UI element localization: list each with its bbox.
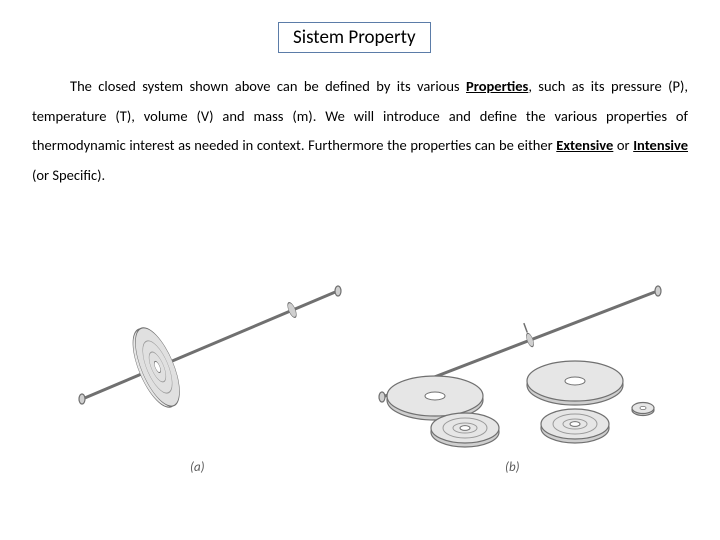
figure-b (360, 260, 680, 470)
figure-label-a: (a) (190, 460, 205, 475)
p-seg1: The closed system shown above can be def… (70, 77, 466, 95)
title-box: Sistem Property (278, 22, 431, 53)
p-or: or (613, 136, 633, 154)
p-intensive: Intensive (633, 136, 688, 154)
p-specific: (or Specific). (32, 166, 105, 184)
p-extensive: Extensive (556, 136, 613, 154)
p-properties: Properties (466, 77, 528, 95)
figure-label-b: (b) (505, 460, 520, 475)
figure-a (60, 250, 360, 450)
title-text: Sistem Property (293, 26, 416, 49)
figure-area: (a) (b) (60, 250, 660, 490)
body-paragraph: The closed system shown above can be def… (32, 72, 688, 191)
